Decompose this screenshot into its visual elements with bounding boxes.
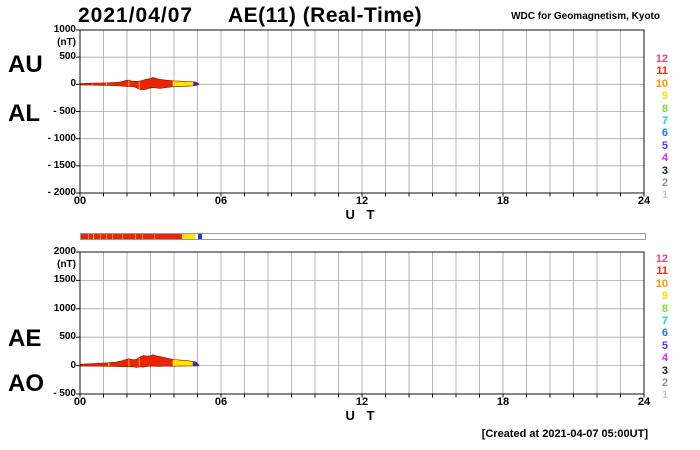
x-tick-label: 12 <box>355 195 369 207</box>
legend-count-8: 8 <box>661 102 668 115</box>
x-tick-label: 18 <box>496 195 510 207</box>
legend-count-9: 9 <box>661 290 668 303</box>
x-tick-label: 06 <box>214 396 228 408</box>
page-title: AE(11) (Real-Time) <box>228 4 423 27</box>
quality-fleck <box>105 234 107 239</box>
y-tick-label: 0 <box>70 359 76 371</box>
y-tick-label: 0 <box>70 78 76 90</box>
quality-fleck <box>88 234 90 239</box>
index-label-au: AU <box>8 51 43 78</box>
quality-segment <box>197 234 203 239</box>
legend-count-8: 8 <box>661 302 668 315</box>
x-tick-label: 00 <box>73 396 87 408</box>
x-tick-label: 24 <box>637 396 651 408</box>
x-tick-label: 06 <box>214 195 228 207</box>
legend-count-11: 11 <box>656 265 668 278</box>
legend-count-9: 9 <box>661 90 668 103</box>
x-tick-label: 12 <box>355 396 369 408</box>
x-axis-title: U T <box>345 207 379 222</box>
quality-fleck <box>153 234 156 239</box>
y-tick-label: - 1000 <box>47 132 76 144</box>
legend-count-12: 12 <box>655 253 668 265</box>
y-tick-label: 500 <box>59 51 76 63</box>
data-quality-bar <box>80 233 646 240</box>
y-tick-label: 500 <box>59 331 76 343</box>
organization-credit: WDC for Geomagnetism, Kyoto <box>511 11 660 22</box>
legend-count-4: 4 <box>661 352 668 365</box>
plot-date: 2021/04/07 <box>78 4 194 27</box>
quality-fleck <box>92 234 95 239</box>
index-label-ao: AO <box>8 370 44 397</box>
y-tick-label: 1000 <box>53 302 76 314</box>
created-timestamp: [Created at 2021-04-07 05:00UT] <box>481 428 648 440</box>
legend-count-10: 10 <box>655 77 668 90</box>
y-tick-label: - 500 <box>53 388 76 399</box>
legend-count-6: 6 <box>661 127 668 140</box>
quality-segment <box>182 234 195 239</box>
legend-count-3: 3 <box>661 164 668 177</box>
legend-count-4: 4 <box>661 152 668 165</box>
y-axis-unit: (nT) <box>57 37 76 48</box>
quality-fleck <box>142 234 144 239</box>
legend-count-7: 7 <box>661 315 668 327</box>
y-tick-label: - 1500 <box>47 159 76 171</box>
legend-count-6: 6 <box>661 327 668 340</box>
legend-count-12: 12 <box>655 53 668 65</box>
quality-fleck <box>111 234 113 239</box>
legend-count-10: 10 <box>655 277 668 290</box>
y-tick-label: - 2000 <box>47 187 76 198</box>
x-tick-label: 24 <box>637 195 651 207</box>
legend-count-11: 11 <box>656 65 668 78</box>
legend-count-3: 3 <box>661 364 668 377</box>
legend-count-2: 2 <box>661 177 668 189</box>
quality-fleck <box>99 234 102 239</box>
legend-count-2: 2 <box>661 377 668 389</box>
x-tick-label: 18 <box>496 396 510 408</box>
index-label-ae: AE <box>8 325 42 352</box>
legend-count-1: 1 <box>661 189 668 202</box>
y-tick-label: - 500 <box>53 105 76 117</box>
legend-count-5: 5 <box>661 339 668 352</box>
legend-count-1: 1 <box>661 389 668 402</box>
index-label-al: AL <box>8 100 40 127</box>
quality-fleck <box>135 234 137 239</box>
legend-count-7: 7 <box>661 115 668 127</box>
legend-count-5: 5 <box>661 139 668 152</box>
y-tick-label: 2000 <box>53 246 76 257</box>
quality-segment <box>81 234 183 239</box>
y-axis-unit: (nT) <box>57 259 76 270</box>
y-tick-label: 1000 <box>53 24 76 35</box>
x-tick-label: 00 <box>73 195 87 207</box>
x-axis-title: U T <box>345 408 379 423</box>
quality-fleck <box>122 234 124 239</box>
y-tick-label: 1500 <box>53 274 76 286</box>
